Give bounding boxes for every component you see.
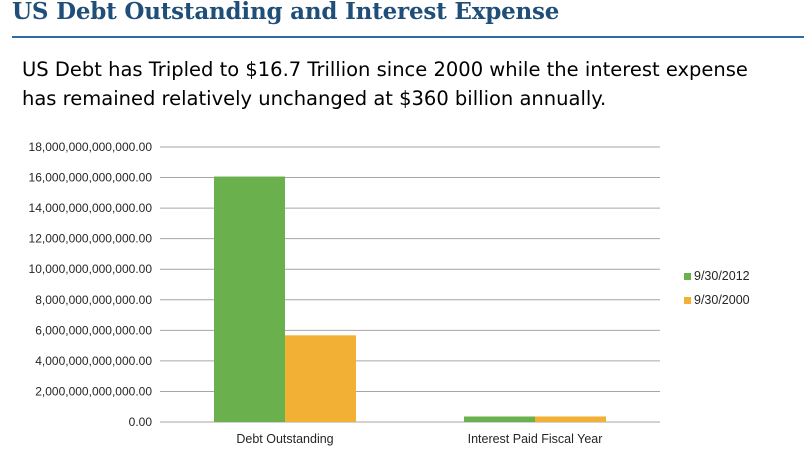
x-tick-label: Debt Outstanding xyxy=(236,432,333,446)
legend-label: 9/30/2000 xyxy=(694,293,750,307)
bar xyxy=(214,176,285,422)
legend: 9/30/2012 9/30/2000 xyxy=(684,269,750,307)
bars xyxy=(214,176,606,422)
debt-interest-bar-chart: 0.00 2,000,000,000,000.00 4,000,000,000,00… xyxy=(29,140,750,446)
x-tick-label: Interest Paid Fiscal Year xyxy=(468,432,603,446)
bar xyxy=(285,335,356,422)
x-axis-tick-labels: Debt Outstanding Interest Paid Fiscal Yea… xyxy=(236,432,602,446)
title-divider xyxy=(12,36,804,38)
y-tick-label: 12,000,000,000,000.00 xyxy=(29,232,153,246)
page-title: US Debt Outstanding and Interest Expense xyxy=(12,0,560,25)
chart-subtitle: US Debt has Tripled to $16.7 Trillion si… xyxy=(22,55,792,113)
legend-swatch xyxy=(684,273,691,280)
y-tick-label: 14,000,000,000,000.00 xyxy=(29,201,153,215)
y-tick-label: 8,000,000,000,000.00 xyxy=(35,293,152,307)
y-tick-label: 16,000,000,000,000.00 xyxy=(29,171,153,185)
y-tick-label: 18,000,000,000,000.00 xyxy=(29,140,153,154)
subtitle-line-1: US Debt has Tripled to $16.7 Trillion si… xyxy=(22,58,748,81)
bar xyxy=(535,416,606,422)
subtitle-line-2: has remained relatively unchanged at $36… xyxy=(22,87,607,110)
legend-label: 9/30/2012 xyxy=(694,269,750,283)
y-tick-label: 4,000,000,000,000.00 xyxy=(35,354,152,368)
y-tick-label: 0.00 xyxy=(129,415,153,429)
y-tick-label: 10,000,000,000,000.00 xyxy=(29,262,153,276)
y-tick-label: 6,000,000,000,000.00 xyxy=(35,323,152,337)
y-axis-tick-labels: 0.00 2,000,000,000,000.00 4,000,000,000,00… xyxy=(29,140,153,429)
y-tick-label: 2,000,000,000,000.00 xyxy=(35,384,152,398)
legend-swatch xyxy=(684,297,691,304)
bar xyxy=(464,416,535,422)
